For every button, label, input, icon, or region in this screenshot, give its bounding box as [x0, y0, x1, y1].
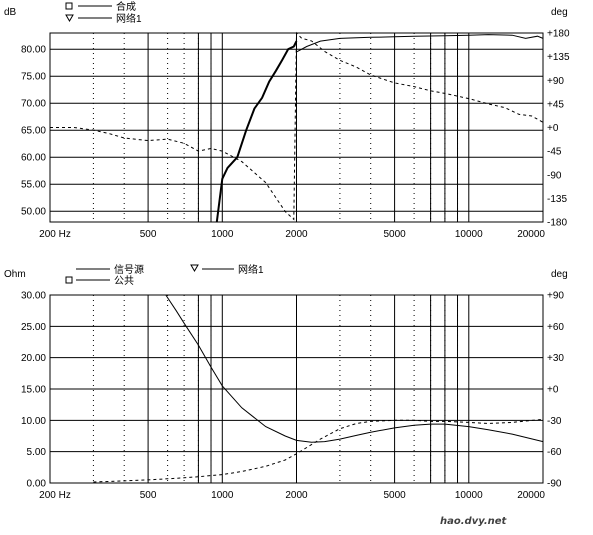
- watermark: hao.dvy.net: [440, 516, 508, 527]
- y-tick-label: 20.00: [21, 353, 46, 364]
- y-tick-label: 25.00: [21, 322, 46, 333]
- legend-label-synth: 合成: [116, 0, 136, 13]
- x-tick-label: 10000: [455, 490, 483, 501]
- y-unit-label: Ohm: [4, 269, 26, 280]
- y2-tick-label: +180: [547, 29, 570, 40]
- series-line-1: [296, 34, 544, 53]
- y-tick-label: 30.00: [21, 291, 46, 302]
- y2-tick-label: +45: [547, 99, 564, 110]
- legend-label-network1: 网络1: [238, 263, 264, 276]
- y2-tick-label: +0: [547, 385, 559, 396]
- series-line-0: [215, 40, 298, 223]
- y-tick-label: 80.00: [21, 45, 46, 56]
- y-tick-label: 0.00: [27, 479, 47, 490]
- y2-tick-label: +135: [547, 52, 570, 63]
- y2-tick-label: -90: [547, 479, 562, 490]
- x-tick-label: 5000: [383, 490, 406, 501]
- x-tick-label: 2000: [285, 490, 308, 501]
- y-tick-label: 55.00: [21, 180, 46, 191]
- x-tick-label: 500: [140, 490, 157, 501]
- x-tick-label: 20000: [517, 229, 545, 240]
- legend-label-source: 信号源: [114, 263, 144, 276]
- plot-frame: [49, 294, 544, 484]
- x-tick-label: 10000: [455, 229, 483, 240]
- y-tick-label: 5.00: [27, 447, 47, 458]
- y2-tick-label: -60: [547, 447, 562, 458]
- y-tick-label: 70.00: [21, 99, 46, 110]
- series-line-0: [165, 294, 544, 443]
- y2-unit-label: deg: [551, 7, 568, 18]
- y2-tick-label: +30: [547, 353, 564, 364]
- legend-triangle-marker: [65, 14, 74, 22]
- y-tick-label: 75.00: [21, 72, 46, 83]
- y2-tick-label: -30: [547, 416, 562, 427]
- legend: 信号源 公共 网络1: [65, 263, 264, 287]
- legend-label-common: 公共: [114, 275, 134, 287]
- y2-tick-label: +90: [547, 291, 564, 302]
- x-tick-label: 200 Hz: [39, 490, 71, 501]
- y2-unit-label: deg: [551, 269, 568, 280]
- x-tick-label: 5000: [383, 229, 406, 240]
- frequency-response-chart: dB deg 合成 网络1 50.00 55.00 60.00 65.00 70.00 7…: [4, 0, 570, 240]
- series-line-1: [93, 418, 544, 483]
- legend-square-marker: [65, 2, 73, 10]
- x-tick-label: 200 Hz: [39, 229, 71, 240]
- legend-square-marker: [65, 276, 73, 284]
- y2-tick-label: -180: [547, 218, 567, 229]
- legend-triangle-marker: [190, 264, 199, 272]
- y-tick-label: 60.00: [21, 153, 46, 164]
- x-tick-label: 500: [140, 229, 157, 240]
- y-unit-label: dB: [4, 7, 17, 18]
- x-tick-label: 1000: [211, 490, 234, 501]
- y2-tick-label: -45: [547, 147, 562, 158]
- y2-tick-label: +90: [547, 76, 564, 87]
- legend: 合成 网络1: [65, 0, 142, 25]
- y2-tick-label: -90: [547, 170, 562, 181]
- y-tick-label: 15.00: [21, 385, 46, 396]
- series-line-2: [50, 31, 544, 221]
- x-tick-label: 20000: [517, 490, 545, 501]
- y-tick-label: 10.00: [21, 416, 46, 427]
- y2-tick-label: -135: [547, 194, 567, 205]
- x-tick-label: 1000: [211, 229, 234, 240]
- y-tick-label: 65.00: [21, 126, 46, 137]
- y-tick-label: 50.00: [21, 207, 46, 218]
- x-tick-label: 2000: [285, 229, 308, 240]
- y2-tick-label: +0: [547, 123, 559, 134]
- legend-label-network1: 网络1: [116, 12, 142, 25]
- y2-tick-label: +60: [547, 322, 564, 333]
- impedance-chart: Ohm deg 信号源 公共 网络1 0.00 5.00 10.00 15.00 20.…: [4, 263, 568, 501]
